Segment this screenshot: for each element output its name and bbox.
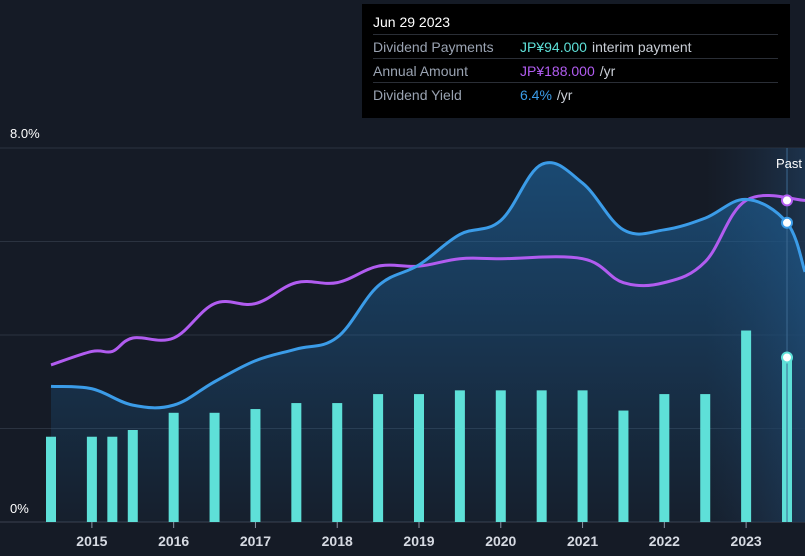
x-tick-label: 2019 (403, 533, 434, 549)
yield-marker (781, 216, 794, 229)
dividend-bar (250, 409, 261, 522)
dividend-bar (46, 436, 56, 522)
tooltip-label: Dividend Yield (373, 86, 462, 103)
x-tick-label: 2022 (649, 533, 680, 549)
x-tick-label: 2018 (322, 533, 353, 549)
dividend-bar (332, 403, 343, 522)
x-tick-label: 2020 (485, 533, 516, 549)
dividend-bar (659, 394, 670, 522)
tooltip-suffix: /yr (599, 62, 616, 79)
x-tick-label: 2016 (158, 533, 189, 549)
dividend-bar (741, 330, 752, 522)
dividend-bar (454, 390, 465, 522)
tooltip-date: Jun 29 2023 (373, 14, 451, 30)
tooltip-value: JP¥94.000 (520, 38, 587, 55)
tooltip: Jun 29 2023 Dividend Payments JP¥94.000 … (362, 4, 790, 118)
dividend-bars (46, 330, 793, 522)
past-label: Past (776, 156, 803, 171)
dividend-bar (414, 394, 425, 522)
tooltip-value: JP¥188.000 (520, 62, 595, 79)
payment-marker (781, 351, 794, 364)
x-tick-label: 2021 (567, 533, 598, 549)
dividend-bar (209, 412, 220, 522)
tooltip-suffix: /yr (556, 86, 573, 103)
dividend-bar (291, 403, 302, 522)
tooltip-suffix: interim payment (591, 38, 692, 55)
x-axis: 2015 2016 2017 2018 2019 2020 2021 2022 2023 (76, 522, 762, 549)
y-tick-top: 8.0% (10, 126, 40, 141)
annual-amount-line (50, 194, 805, 367)
dividend-bar (495, 390, 506, 522)
dividend-bar (86, 436, 97, 522)
tooltip-row-annual-amount: Annual Amount JP¥188.000 /yr (373, 58, 778, 82)
dividend-bar (168, 412, 179, 522)
dividend-yield-line (50, 161, 805, 410)
y-tick-bottom: 0% (10, 501, 29, 516)
dividend-bar (618, 410, 629, 522)
tooltip-row-dividend-payments: Dividend Payments JP¥94.000 interim paym… (373, 34, 778, 58)
x-tick-label: 2015 (76, 533, 107, 549)
annual-marker (781, 194, 794, 207)
hover-markers (781, 194, 794, 364)
tooltip-row-dividend-yield: Dividend Yield 6.4% /yr (373, 82, 778, 106)
dividend-bar (373, 394, 384, 522)
tooltip-label: Dividend Payments (373, 38, 494, 55)
dividend-bar (107, 436, 118, 522)
x-tick-label: 2023 (731, 533, 762, 549)
x-tick-label: 2017 (240, 533, 271, 549)
yield-area (51, 162, 805, 522)
dividend-bar (577, 390, 588, 522)
tooltip-label: Annual Amount (373, 62, 468, 79)
tooltip-value: 6.4% (520, 86, 552, 103)
dividend-bar (127, 429, 138, 522)
dividend-bar (700, 394, 711, 522)
dividend-bar (536, 390, 547, 522)
